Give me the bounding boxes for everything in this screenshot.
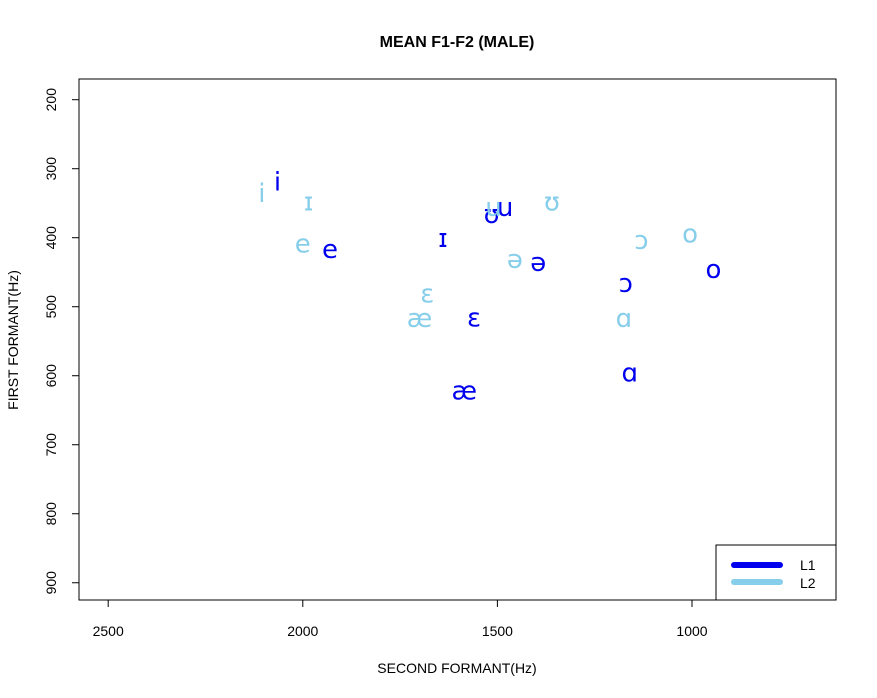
- legend-box: [715, 544, 837, 601]
- vowel-point-l1: æ: [452, 377, 478, 407]
- vowel-point-l2: æ: [407, 304, 433, 334]
- y-tick-label: 600: [43, 364, 59, 388]
- chart-title: MEAN F1-F2 (MALE): [380, 34, 535, 51]
- vowel-point-l1: ə: [530, 248, 546, 278]
- vowel-point-l2: i: [258, 179, 265, 209]
- x-tick-label: 2500: [93, 623, 124, 639]
- x-tick-label: 1500: [482, 623, 513, 639]
- vowel-point-l1: o: [705, 255, 721, 285]
- vowel-point-l1: ɪ: [438, 224, 448, 254]
- y-tick-label: 300: [43, 157, 59, 181]
- vowel-point-l2: u: [485, 193, 501, 223]
- y-tick-label: 200: [43, 88, 59, 112]
- vowel-point-l2: ə: [507, 245, 523, 275]
- x-axis-label: SECOND FORMANT(Hz): [377, 660, 536, 676]
- vowel-point-l1: ɔ: [619, 269, 633, 299]
- vowel-point-l2: o: [682, 219, 698, 249]
- vowel-point-l2: ɛ: [420, 279, 434, 309]
- x-tick-label: 1000: [676, 623, 707, 639]
- vowel-point-l1: e: [322, 235, 338, 265]
- vowel-point-l1: ʊ: [484, 200, 500, 230]
- y-tick-label: 700: [43, 433, 59, 457]
- legend: L1 L2: [715, 544, 837, 601]
- vowel-point-l1: i: [274, 168, 281, 198]
- vowel-point-l2: ɔ: [634, 226, 648, 256]
- y-tick-label: 900: [43, 571, 59, 595]
- vowel-point-l2: ʊ: [544, 188, 560, 218]
- vowel-point-l2: ɑ: [616, 304, 633, 334]
- vowel-point-l1: u: [497, 193, 513, 223]
- vowel-point-l2: ɪ: [304, 188, 314, 218]
- y-tick-label: 400: [43, 226, 59, 250]
- plot-area: [78, 78, 837, 601]
- y-tick-label: 500: [43, 295, 59, 319]
- vowel-point-l1: ɛ: [467, 303, 481, 333]
- x-tick-label: 2000: [287, 623, 318, 639]
- vowel-point-l2: e: [295, 230, 311, 260]
- legend-label-l1: L1: [800, 557, 816, 573]
- y-axis-label: FIRST FORMANT(Hz): [5, 270, 21, 410]
- y-tick-label: 800: [43, 502, 59, 526]
- y-axis: 200 300 400 500 600 700 800 900: [43, 88, 79, 595]
- x-axis: 2500 2000 1500 1000: [93, 600, 708, 639]
- legend-label-l2: L2: [800, 575, 816, 591]
- vowel-point-l1: ɑ: [621, 359, 638, 389]
